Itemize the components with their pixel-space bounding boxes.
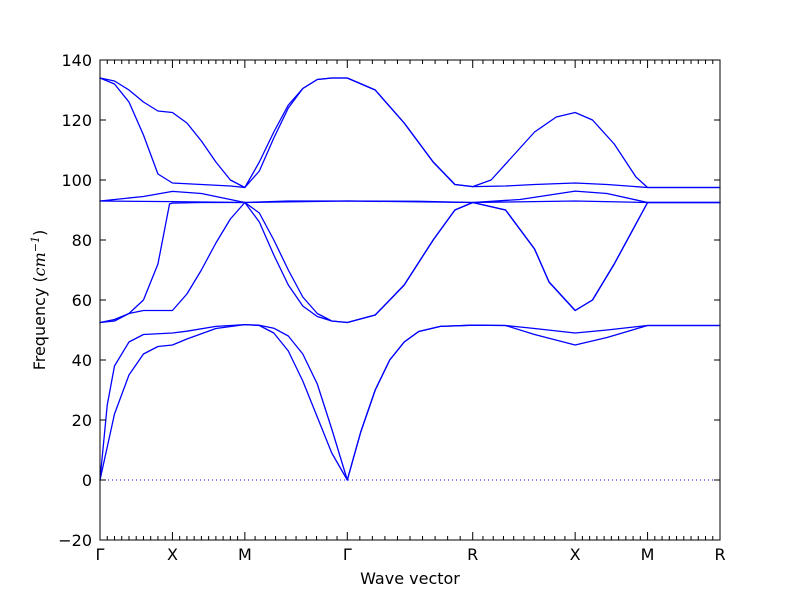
y-tick-label: −20 xyxy=(58,531,92,550)
y-axis-label-unit: cm xyxy=(30,252,49,276)
x-tick-label: Γ xyxy=(96,545,105,564)
y-axis-label: Frequency (cm−1) xyxy=(29,230,50,371)
y-tick-label: 40 xyxy=(72,351,92,370)
x-tick-label: X xyxy=(167,545,178,564)
y-tick-label: 20 xyxy=(72,411,92,430)
phonon-branch-4 xyxy=(99,201,721,324)
y-tick-label: 0 xyxy=(82,471,92,490)
phonon-branch-2 xyxy=(99,323,721,481)
y-tick-label: 80 xyxy=(72,231,92,250)
x-tick-label: M xyxy=(641,545,655,564)
y-tick-label: 100 xyxy=(61,171,92,190)
phonon-branch-6 xyxy=(99,190,721,204)
y-tick-label: 140 xyxy=(61,51,92,70)
y-axis-label-suffix: ) xyxy=(30,230,49,236)
x-axis-label: Wave vector xyxy=(360,569,460,588)
axis-ticks xyxy=(99,59,721,541)
x-tick-label: X xyxy=(570,545,581,564)
plot-area xyxy=(99,77,721,481)
x-tick-label: M xyxy=(238,545,252,564)
x-tick-label: R xyxy=(714,545,725,564)
y-axis-label-exponent: −1 xyxy=(29,236,42,252)
phonon-branch-1 xyxy=(99,323,721,481)
phonon-branch-8 xyxy=(99,77,721,189)
y-tick-label: 60 xyxy=(72,291,92,310)
x-tick-label: R xyxy=(467,545,478,564)
axis-tick-labels: −20 0 20 40 60 80 100 120 140 Γ X M Γ R X M R xyxy=(58,51,725,564)
x-tick-label: Γ xyxy=(343,545,352,564)
y-tick-label: 120 xyxy=(61,111,92,130)
y-axis-label-prefix: Frequency ( xyxy=(30,276,49,370)
